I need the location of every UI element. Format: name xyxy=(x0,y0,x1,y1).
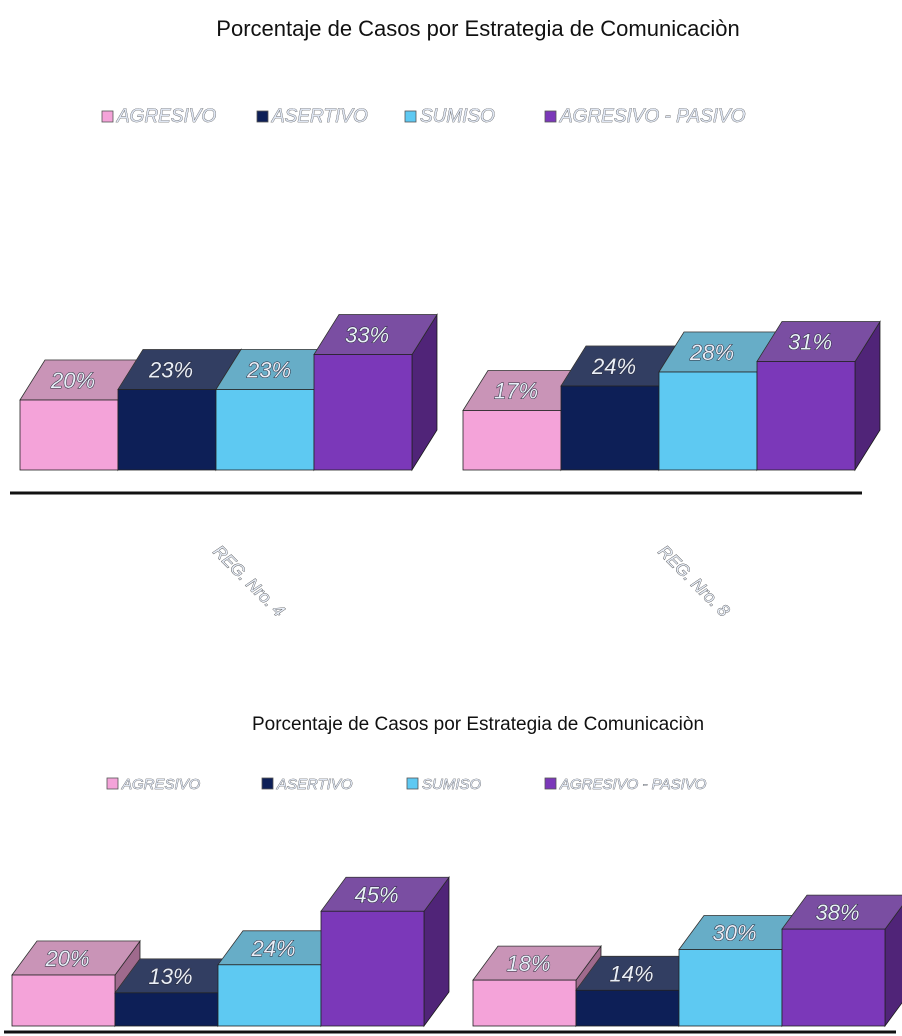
bar-front xyxy=(313,354,413,471)
bar-front xyxy=(658,371,758,471)
bar-top-shade xyxy=(314,314,437,355)
value-label: 20% xyxy=(44,946,89,971)
bar-front xyxy=(19,399,119,471)
bar-top-shade xyxy=(216,349,339,390)
bar-top-shade xyxy=(679,915,807,950)
bar-top-shade xyxy=(12,941,140,975)
bar-front xyxy=(472,979,577,1027)
bar-side-shade xyxy=(885,905,902,1026)
legend-label: SUMISO xyxy=(422,776,482,793)
bar-top-shade xyxy=(20,360,143,400)
bar xyxy=(313,313,438,472)
bar-top-shade xyxy=(218,930,346,965)
category-label: REG. Nro. 4 xyxy=(209,542,288,621)
bar-top-shade xyxy=(321,877,449,912)
bar-side-shade xyxy=(855,321,880,470)
legend-swatch xyxy=(261,777,274,790)
legend-label: AGRESIVO xyxy=(116,106,216,127)
legend-label: ASERTIVO xyxy=(271,106,368,127)
bar xyxy=(756,320,881,472)
value-label: 33% xyxy=(345,323,389,348)
bar xyxy=(320,876,450,1028)
chart-title: Porcentaje de Casos por Estrategia de Co… xyxy=(216,16,739,41)
bar xyxy=(462,369,587,472)
value-label: 38% xyxy=(815,900,859,925)
bar xyxy=(19,358,144,472)
bar-front xyxy=(756,361,856,471)
bar-front xyxy=(678,949,783,1027)
value-label: 23% xyxy=(148,358,193,383)
value-label: 24% xyxy=(250,936,295,961)
legend-label: SUMISO xyxy=(420,106,495,127)
legend-swatch xyxy=(406,777,419,790)
bar-front xyxy=(781,928,886,1027)
value-label: 17% xyxy=(494,379,538,404)
legend-label: ASERTIVO xyxy=(276,776,353,793)
bar-top-shade xyxy=(115,958,243,993)
legend-swatch xyxy=(404,110,417,123)
value-label: 18% xyxy=(506,951,550,976)
value-label: 23% xyxy=(246,358,291,383)
bar-top-shade xyxy=(561,346,684,386)
bar-front xyxy=(215,389,315,471)
legend-swatch xyxy=(544,777,557,790)
category-label: REG. Nro. 8 xyxy=(654,542,733,621)
chart: Porcentaje de Casos por Estrategia de Co… xyxy=(10,16,881,621)
legend-swatch xyxy=(256,110,269,123)
legend-label: AGRESIVO - PASIVO xyxy=(559,776,707,793)
value-label: 30% xyxy=(712,921,756,946)
legend-label: AGRESIVO xyxy=(121,776,201,793)
chart-title: Porcentaje de Casos por Estrategia de Co… xyxy=(252,714,704,735)
bar xyxy=(781,894,902,1028)
legend-swatch xyxy=(106,777,119,790)
bar-side-shade xyxy=(412,314,437,470)
bar-front xyxy=(217,964,322,1027)
bar-top-shade xyxy=(659,332,782,372)
bar-top-shade xyxy=(118,349,241,390)
legend-label: AGRESIVO - PASIVO xyxy=(559,106,746,127)
bar-top-shade xyxy=(473,946,601,981)
bar-front xyxy=(462,410,562,471)
bar-top-shade xyxy=(782,895,902,930)
value-label: 20% xyxy=(50,368,95,393)
value-label: 28% xyxy=(689,340,734,365)
value-label: 14% xyxy=(609,961,653,986)
chart: Porcentaje de Casos por Estrategia de Co… xyxy=(4,714,902,1034)
bar-front xyxy=(575,989,680,1027)
bar-front xyxy=(320,910,425,1027)
bar-top-shade xyxy=(757,321,880,362)
bar-front xyxy=(117,389,217,471)
legend-swatch xyxy=(101,110,114,123)
bar-side-shade xyxy=(424,877,449,1026)
value-label: 45% xyxy=(354,882,398,907)
bar-front xyxy=(11,974,116,1027)
bar-front xyxy=(560,385,660,471)
bar-top-shade xyxy=(463,370,586,411)
bar-front xyxy=(114,992,219,1027)
bar-top-shade xyxy=(576,956,704,991)
value-label: 24% xyxy=(591,354,636,379)
legend-swatch xyxy=(544,110,557,123)
value-label: 31% xyxy=(788,330,832,355)
value-label: 13% xyxy=(148,964,192,989)
